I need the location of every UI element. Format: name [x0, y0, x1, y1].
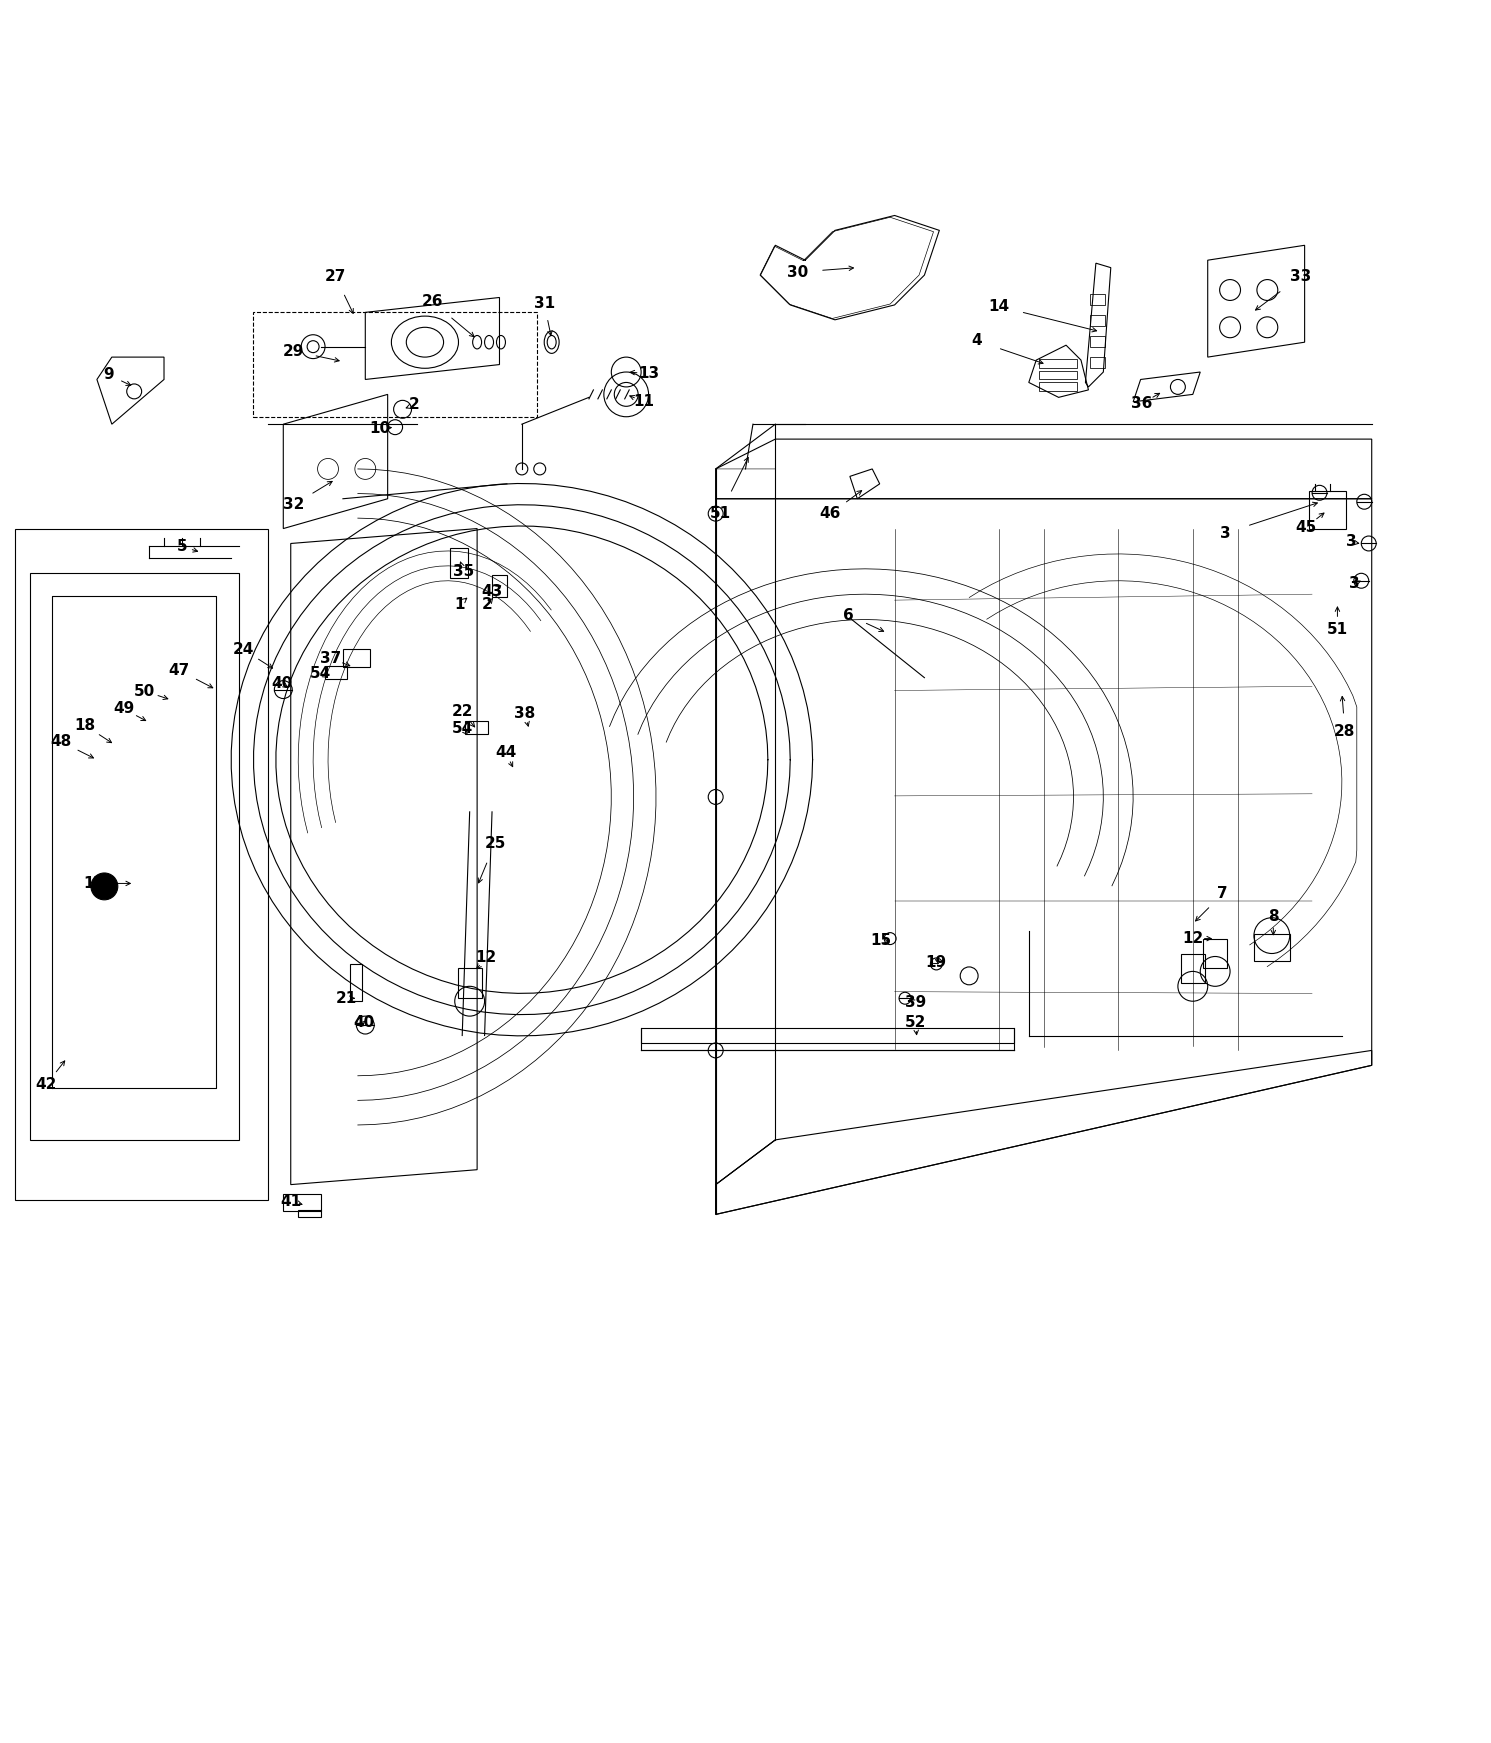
Text: 48: 48 [51, 734, 72, 749]
Bar [1090, 357, 1105, 368]
Text: 19: 19 [926, 955, 947, 969]
Bar [1090, 336, 1105, 347]
Bar [450, 547, 468, 577]
Text: 4: 4 [971, 333, 983, 349]
Bar [1181, 953, 1205, 983]
Bar [1254, 934, 1290, 960]
Text: 25: 25 [485, 835, 505, 851]
Text: 40: 40 [353, 1014, 374, 1030]
Text: 17: 17 [83, 877, 104, 891]
Text: 36: 36 [1132, 396, 1153, 411]
Text: 37: 37 [321, 650, 341, 666]
Text: 1: 1 [453, 598, 465, 612]
Circle shape [91, 873, 118, 899]
Text: 27: 27 [325, 268, 346, 284]
Text: 49: 49 [113, 701, 134, 716]
Text: 38: 38 [514, 706, 535, 722]
Text: 52: 52 [905, 1014, 926, 1030]
Text: 51: 51 [710, 505, 731, 521]
Text: 3: 3 [1220, 526, 1232, 540]
Text: 45: 45 [1296, 519, 1317, 535]
Text: 11: 11 [634, 394, 655, 410]
Bar [350, 964, 362, 1000]
Text: 43: 43 [482, 584, 502, 598]
Text: 44: 44 [495, 744, 516, 760]
Text: 42: 42 [36, 1077, 57, 1093]
Text: 12: 12 [1182, 931, 1203, 946]
Text: 7: 7 [1217, 887, 1229, 901]
Text: 39: 39 [905, 995, 926, 1011]
Bar [325, 666, 347, 680]
Text: 28: 28 [1334, 723, 1355, 739]
Text: 41: 41 [280, 1194, 301, 1208]
Text: 46: 46 [820, 505, 841, 521]
Text: 21: 21 [335, 990, 356, 1006]
Bar [492, 575, 507, 598]
Text: 30: 30 [787, 265, 808, 279]
Bar [1203, 938, 1227, 969]
Text: 50: 50 [134, 683, 155, 699]
Bar [1090, 295, 1105, 305]
Text: 24: 24 [233, 641, 253, 657]
Text: 33: 33 [1290, 268, 1311, 284]
Text: 47: 47 [168, 662, 189, 678]
Bar [298, 1210, 321, 1217]
Text: 10: 10 [370, 422, 391, 436]
Text: 54: 54 [452, 722, 473, 736]
Bar [343, 650, 370, 668]
Text: 2: 2 [409, 397, 420, 413]
Text: 35: 35 [453, 565, 474, 579]
Text: 6: 6 [842, 608, 854, 622]
Text: 26: 26 [422, 295, 443, 310]
Text: 32: 32 [283, 497, 304, 512]
Text: 40: 40 [271, 676, 292, 692]
Bar [1039, 382, 1077, 392]
Bar [1039, 359, 1077, 368]
Bar [458, 969, 482, 999]
Text: 54: 54 [310, 666, 331, 682]
Text: 9: 9 [103, 368, 115, 382]
Bar [1039, 371, 1077, 380]
Text: 8: 8 [1267, 908, 1279, 924]
Bar [1090, 315, 1105, 326]
Text: 5: 5 [176, 539, 188, 554]
Text: 2: 2 [482, 598, 494, 612]
Text: 14: 14 [989, 298, 1009, 314]
Text: 29: 29 [283, 343, 304, 359]
Text: 3: 3 [1348, 577, 1360, 591]
Text: 51: 51 [1327, 622, 1348, 638]
Text: 18: 18 [75, 718, 95, 732]
Text: 12: 12 [476, 950, 497, 966]
Text: 3: 3 [1345, 535, 1357, 549]
Text: 13: 13 [638, 366, 659, 382]
Text: 15: 15 [871, 933, 892, 948]
Text: 22: 22 [452, 704, 473, 720]
Text: 31: 31 [534, 296, 555, 310]
Bar [283, 1194, 321, 1211]
Bar [465, 722, 488, 734]
Bar [1309, 492, 1346, 528]
